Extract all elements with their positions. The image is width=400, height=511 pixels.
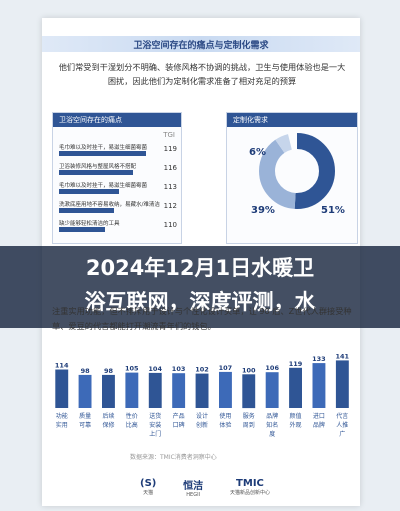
bar	[125, 372, 139, 408]
category-label: 代言	[336, 412, 348, 420]
bar-value-label: 102	[195, 366, 209, 374]
category-label: 口碑	[173, 421, 185, 429]
bar	[312, 363, 326, 408]
logo-tmall: (S) 天猫	[140, 478, 157, 496]
pain-point-value: 116	[163, 164, 177, 172]
category-label: 体验	[219, 421, 231, 429]
bar-value-label: 104	[148, 365, 162, 373]
pain-point-row: 毛巾难以及时挂干，易滋生细菌霉菌 113	[59, 181, 177, 199]
overlay-line-1: 2024年12月1日水暖卫	[85, 256, 315, 280]
category-label: 服务	[243, 412, 255, 420]
logo-hegii: 恒洁 HEGII	[183, 480, 204, 498]
pct-mid: 39%	[251, 205, 275, 216]
overlay-title: 2024年12月1日水暖卫 浴互联网，深度评测，水	[0, 251, 400, 319]
pain-point-label: 毛巾难以及时挂干，易滋生细菌霉菌	[59, 145, 148, 151]
bar-value-label: 106	[265, 364, 279, 372]
pain-point-bar	[59, 189, 119, 194]
pain-point-row: 洗漱底座用地不容易收纳，易藏水/难清洁 112	[59, 200, 177, 218]
logo-tmic: TMIC 天猫新品创新中心	[229, 478, 270, 496]
category-label: 颜值	[289, 412, 301, 420]
category-label: 度	[269, 430, 275, 438]
custom-demand-panel: 定制化需求 6% 39% 51%	[226, 112, 358, 244]
pain-point-value: 113	[163, 183, 177, 191]
title-overlay	[0, 246, 400, 328]
section-banner: 卫浴空间存在的痛点与定制化需求	[42, 36, 360, 52]
bar	[172, 373, 186, 408]
tgi-label: TGI	[163, 131, 175, 139]
pain-point-label: 毛巾难以及时挂干，易滋生细菌霉菌	[59, 183, 148, 189]
bar-value-label: 98	[104, 367, 114, 375]
category-label: 质量	[79, 412, 91, 420]
pain-point-value: 112	[163, 202, 177, 210]
pain-point-label: 缺少能够轻松清洁的工具	[59, 221, 120, 227]
category-label: 后续	[102, 412, 114, 420]
bar	[102, 374, 115, 408]
pain-point-bar	[59, 151, 146, 156]
footer-logos: (S) 天猫 恒洁 HEGII TMIC 天猫新品创新中心	[140, 474, 270, 500]
category-label: 人推	[336, 421, 348, 429]
bar	[242, 374, 256, 409]
category-label: 可靠	[79, 421, 91, 429]
bar-value-label: 98	[81, 367, 91, 375]
category-label: 产品	[173, 412, 185, 420]
bar	[148, 372, 162, 408]
bar-value-label: 141	[336, 352, 350, 360]
bar	[335, 360, 349, 408]
category-label: 上门	[149, 430, 161, 438]
category-label: 使用	[219, 412, 231, 420]
bar-value-label: 107	[219, 364, 233, 372]
category-label: 周到	[243, 422, 255, 429]
category-label: 性价	[126, 412, 138, 420]
pain-points-title: 卫浴空间存在的痛点	[53, 113, 181, 127]
mid-description: 注重实用功能，但不排斥用于设计与个性化设计买单，让 90 后、Z世代人群接受种草…	[52, 306, 352, 331]
category-label: 送货	[149, 412, 161, 420]
bar-value-label: 105	[125, 365, 139, 373]
category-label: 保修	[102, 421, 114, 429]
category-label: 进口	[313, 412, 325, 420]
bar-value-label: 133	[312, 355, 326, 363]
category-label: 实用	[56, 421, 68, 429]
custom-demand-title: 定制化需求	[227, 113, 357, 127]
category-label: 设计	[196, 412, 208, 420]
intro-text: 他们常受到干湿划分不明确、装修风格不协调的挑战，卫生与使用体验也是一大困扰，因此…	[58, 62, 346, 86]
overlay-line-2: 浴互联网，深度评测，水	[84, 290, 316, 314]
pain-point-row: 缺少能够轻松清洁的工具 110	[59, 219, 177, 237]
pain-point-row: 卫浴装修风格与整屋风格不搭配 116	[59, 162, 177, 180]
bar-value-label: 119	[289, 360, 303, 368]
pain-point-bar	[59, 227, 105, 232]
category-label: 比高	[126, 421, 138, 429]
pain-point-row: 毛巾难以及时挂干，易滋生细菌霉菌 119	[59, 143, 177, 161]
pct-small: 6%	[249, 147, 266, 158]
bar	[195, 373, 209, 408]
category-label: 外观	[289, 421, 301, 429]
banner-title: 卫浴空间存在的痛点与定制化需求	[133, 40, 269, 51]
bar-value-label: 114	[55, 362, 69, 370]
pct-large: 51%	[321, 205, 345, 216]
pain-points-panel: 卫浴空间存在的痛点 TGI 毛巾难以及时挂干，易滋生细菌霉菌 119 卫浴装修风格与…	[52, 112, 182, 244]
category-label: 创新	[196, 421, 208, 429]
pain-point-bar	[59, 170, 133, 175]
category-label: 知名	[266, 421, 278, 429]
bar	[289, 367, 302, 408]
source-note: 数据来源：TMIC消费者洞察中心	[130, 454, 217, 461]
category-label: 安装	[149, 421, 161, 429]
pain-point-bar	[59, 208, 114, 213]
bar	[265, 372, 279, 408]
category-label: 功能	[56, 412, 68, 420]
pain-point-value: 119	[163, 145, 177, 153]
pain-point-label: 洗漱底座用地不容易收纳，易藏水/难清洁	[59, 202, 160, 208]
pain-point-value: 110	[163, 221, 177, 229]
pain-point-label: 卫浴装修风格与整屋风格不搭配	[59, 164, 137, 170]
bar	[78, 374, 92, 408]
bar	[55, 369, 69, 408]
category-label: 广	[339, 430, 345, 438]
bar-value-label: 103	[172, 365, 186, 373]
category-label: 品牌	[313, 421, 325, 429]
bar	[219, 371, 232, 408]
bar-value-label: 100	[242, 366, 256, 374]
donut-chart: 6% 39% 51%	[227, 129, 357, 239]
category-label: 品牌	[266, 412, 278, 420]
